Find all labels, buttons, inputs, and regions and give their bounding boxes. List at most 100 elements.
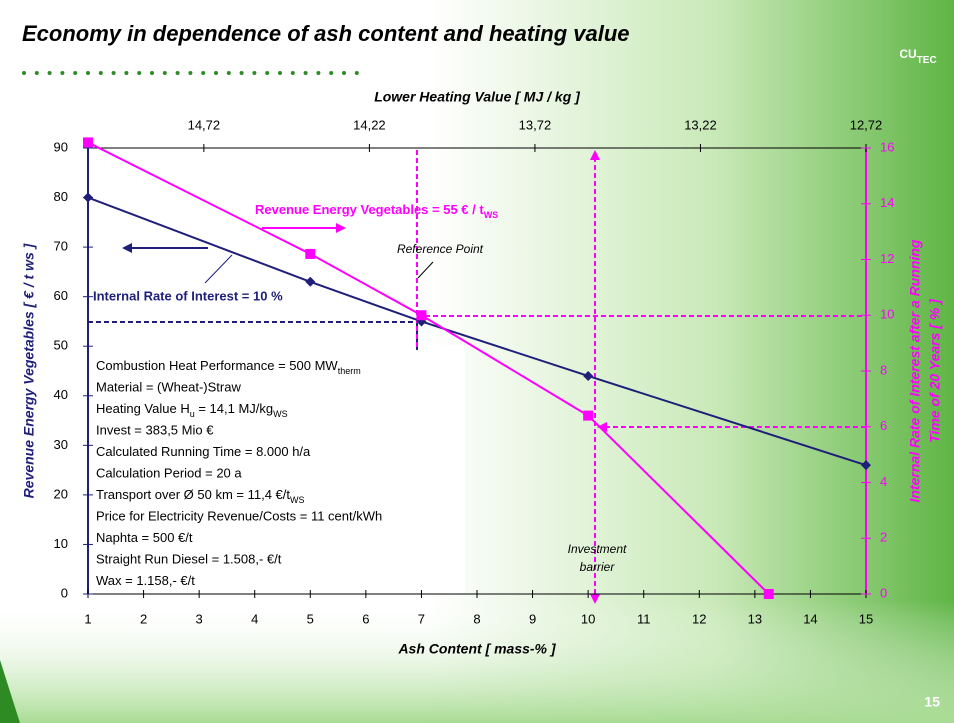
info-box — [88, 345, 465, 594]
reference-lines — [88, 150, 866, 594]
text-part: Transport over Ø 50 km = 11,4 €/t — [96, 487, 290, 502]
info-line: Straight Run Diesel = 1.508,- €/t — [96, 552, 282, 567]
text-part: Naphta = 500 €/t — [96, 530, 193, 545]
dot — [303, 71, 308, 75]
text-part: Straight Run Diesel = 1.508,- €/t — [96, 552, 282, 567]
x-tick-label: 14 — [803, 611, 817, 626]
info-line: Combustion Heat Performance = 500 MWther… — [96, 358, 361, 376]
dot — [34, 71, 39, 75]
x-tick-label: 10 — [581, 611, 595, 626]
marker — [583, 410, 594, 421]
background-bottom — [0, 600, 954, 723]
x-tick-label: 3 — [196, 611, 203, 626]
text-part: Heating Value H — [96, 401, 190, 416]
text-part: Material = (Wheat-)Straw — [96, 380, 241, 395]
pointer — [204, 254, 233, 284]
info-line: Invest = 383,5 Mio € — [96, 423, 214, 438]
text-part: Calculated Running Time = 8.000 h/a — [96, 444, 311, 459]
logo-main: CU — [899, 47, 916, 61]
annotation: Investment — [568, 542, 627, 556]
annotation: Reference Point — [397, 242, 484, 256]
x2-tick-label: 14,22 — [353, 117, 386, 132]
text-part: Price for Electricity Revenue/Costs = 11… — [96, 509, 382, 524]
y-label: Revenue Energy Vegetables [ € / t ws ] — [21, 242, 37, 498]
marker — [305, 248, 316, 259]
y2-tick-label: 10 — [880, 307, 894, 322]
y2-tick-label: 0 — [880, 585, 887, 600]
x-tick-label: 12 — [692, 611, 706, 626]
dot — [214, 71, 218, 75]
x-tick-label: 13 — [748, 611, 762, 626]
annotation: barrier — [580, 560, 616, 574]
dot — [47, 71, 52, 75]
legend-label: Internal Rate of Interest = 10 % — [93, 288, 283, 303]
dot — [201, 71, 206, 75]
dot — [265, 71, 270, 75]
info-line: Calculated Running Time = 8.000 h/a — [96, 444, 311, 459]
logo: CUTEC — [899, 47, 936, 65]
dot — [316, 71, 321, 75]
dot — [86, 71, 90, 75]
dot — [290, 71, 295, 75]
marker — [305, 276, 316, 287]
x-tick-label: 8 — [473, 611, 480, 626]
dot — [162, 71, 167, 75]
x2-tick-label: 13,22 — [684, 117, 717, 132]
x2-tick-label: 12,72 — [850, 117, 883, 132]
y2-tick-label: 16 — [880, 139, 894, 154]
dot — [329, 71, 334, 75]
x-label: Ash Content [ mass-% ] — [397, 641, 556, 657]
x-tick-label: 4 — [251, 611, 258, 626]
y2-tick-label: 14 — [880, 195, 894, 210]
x-tick-label: 5 — [307, 611, 314, 626]
subscript: therm — [338, 366, 361, 376]
dot — [124, 71, 129, 75]
dot — [239, 71, 244, 75]
marker — [763, 589, 774, 599]
x-tick-label: 11 — [637, 611, 651, 626]
text-part: Calculation Period = 20 a — [96, 466, 242, 481]
page-number: 15 — [924, 694, 940, 710]
dot — [73, 71, 78, 75]
dot — [188, 71, 193, 75]
marker — [861, 460, 871, 471]
y2-tick-label: 4 — [880, 474, 887, 489]
info-line: Heating Value Hu = 14,1 MJ/kgWS — [96, 401, 288, 419]
x2-tick-label: 13,72 — [519, 117, 552, 132]
y2-tick-label: 8 — [880, 362, 887, 377]
info-line: Naphta = 500 €/t — [96, 530, 193, 545]
x-tick-label: 9 — [529, 611, 536, 626]
dot — [278, 71, 282, 75]
corner — [0, 660, 20, 723]
text-part: Revenue Energy Vegetables = 55 € / t — [255, 202, 484, 217]
marker — [416, 310, 427, 321]
subscript: WS — [484, 210, 499, 220]
text-part: Wax = 1.158,- €/t — [96, 573, 195, 588]
x-tick-label: 1 — [84, 611, 91, 626]
dot — [22, 71, 26, 75]
legend-arrow-head — [336, 223, 346, 233]
y-tick-label: 50 — [54, 338, 68, 353]
y2-label: Internal Rate of Interest after a Runnin… — [907, 239, 923, 502]
logo-sub: TEC — [917, 55, 937, 66]
dot — [60, 71, 65, 75]
x-tick-label: 15 — [859, 611, 873, 626]
slide-title: Economy in dependence of ash content and… — [22, 21, 630, 46]
subscript: WS — [273, 409, 288, 419]
text-part: = 14,1 MJ/kg — [195, 401, 273, 416]
subscript: u — [190, 409, 195, 419]
dot — [98, 71, 103, 75]
y-tick-label: 30 — [54, 437, 68, 452]
text-part: Combustion Heat Performance = 500 MW — [96, 358, 338, 373]
info-line: Calculation Period = 20 a — [96, 466, 242, 481]
y-tick-label: 80 — [54, 189, 68, 204]
y-tick-label: 70 — [54, 239, 68, 254]
x2-tick-label: 14,72 — [188, 117, 221, 132]
marker — [83, 192, 93, 203]
y-tick-label: 0 — [61, 585, 68, 600]
dot — [111, 71, 116, 75]
marker — [83, 137, 93, 148]
info-line: Material = (Wheat-)Straw — [96, 380, 241, 395]
dot — [342, 71, 346, 75]
y2-label: Time of 20 Years [ % ] — [927, 298, 943, 443]
